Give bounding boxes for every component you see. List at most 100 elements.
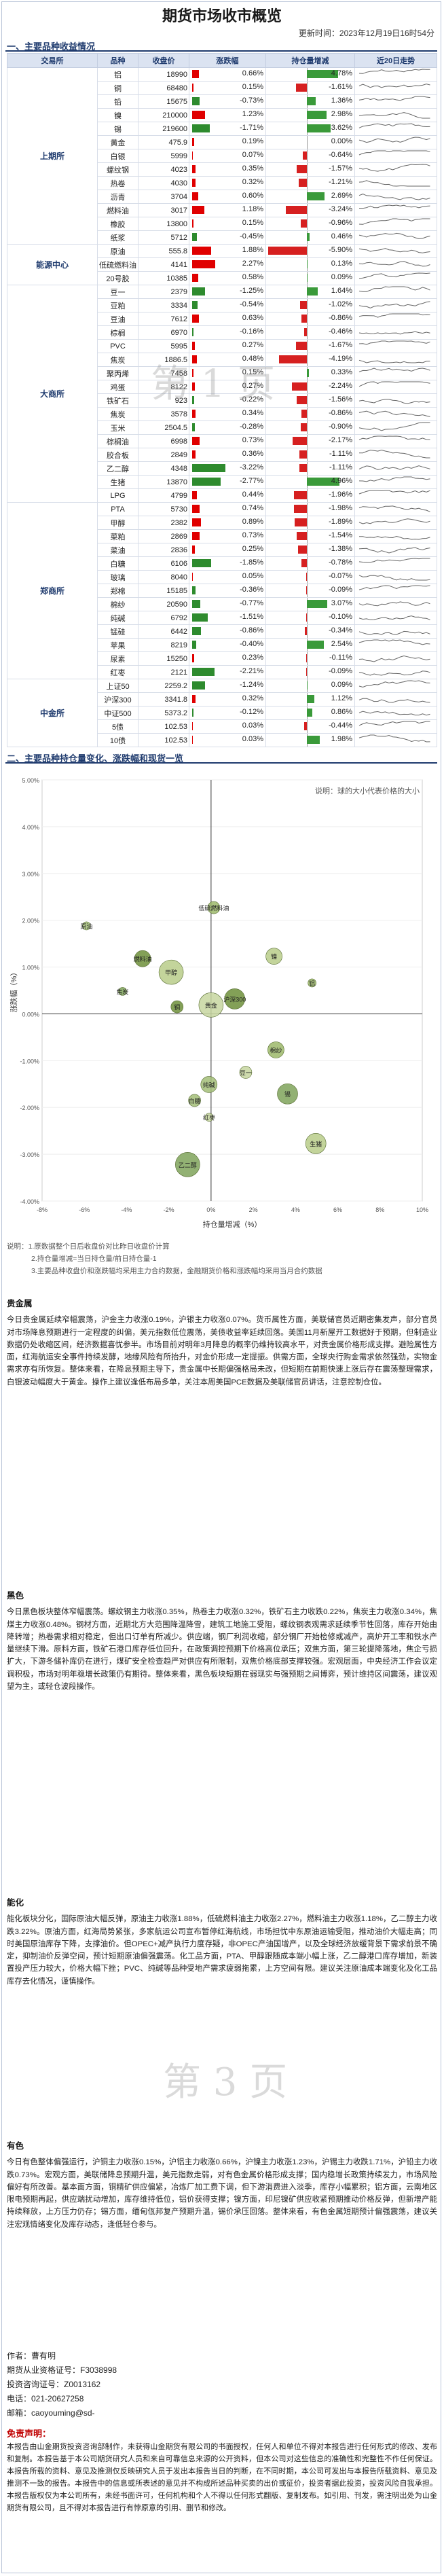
close-price: 13870	[138, 475, 189, 489]
nonferrous-body: 今日有色整体偏强运行，沪铜主力收涨0.15%，沪铝主力收涨0.66%，沪镍主力收…	[7, 2158, 437, 2229]
table-row: 橡胶 13800 0.15% -0.96%	[7, 217, 437, 231]
change-bar	[192, 410, 196, 418]
sparkline-path	[358, 69, 430, 74]
exchange-cell: 大商所	[7, 285, 98, 503]
sparkline	[358, 261, 430, 267]
oi-bar	[307, 287, 318, 296]
disclaimer-title: 免责声明：	[7, 2429, 52, 2439]
oi-cell: -1.61%	[265, 81, 355, 95]
sparkline	[358, 180, 430, 187]
change-label: -3.22%	[240, 463, 263, 471]
table-row: 中金所 上证50 2259.2 -1.24% 0.09%	[7, 679, 437, 747]
sparkline-path	[359, 449, 430, 459]
change-bar	[192, 84, 194, 92]
change-bar	[192, 124, 210, 132]
product-name: 上证50	[97, 679, 138, 693]
data-point	[118, 987, 127, 996]
oi-label: -0.34%	[329, 626, 352, 634]
oi-cell: 0.00%	[265, 135, 355, 149]
sparkline	[358, 313, 430, 318]
change-bar	[192, 233, 197, 241]
change-cell: -1.51%	[189, 611, 266, 625]
contact-mail[interactable]: 邮箱：caoyouming@sd-	[7, 2408, 95, 2418]
sparkline	[358, 639, 430, 645]
precious-title: 贵金属	[7, 1299, 33, 1308]
product-name: 豆油	[97, 312, 138, 326]
oi-label: -1.02%	[329, 300, 352, 308]
sparkline-path	[358, 547, 430, 554]
oi-bar	[299, 450, 307, 459]
sparkline	[358, 96, 430, 101]
sparkline-cell	[354, 570, 437, 584]
change-bar	[192, 668, 215, 676]
oi-bar	[297, 545, 307, 554]
oi-axis	[307, 394, 308, 407]
close-price: 3578	[138, 407, 189, 421]
close-price: 2259.2	[138, 679, 189, 693]
sparkline-cell	[354, 624, 437, 639]
oi-label: -4.19%	[329, 355, 352, 363]
sparkline-cell	[354, 597, 437, 611]
table-row: 苹果 8219 -0.40% 2.54%	[7, 638, 437, 652]
x-axis-label: 持仓量增减（%）	[203, 1219, 262, 1229]
update-time: 更新时间：2023年12月19日16时54分	[298, 29, 434, 38]
oi-axis	[307, 448, 308, 461]
change-bar	[192, 709, 193, 717]
change-label: -0.12%	[240, 708, 263, 716]
change-label: 0.89%	[242, 518, 263, 526]
oi-label: 0.09%	[331, 681, 352, 689]
product-name: 锰硅	[97, 624, 138, 639]
oi-cell: 4.96%	[265, 475, 355, 489]
close-price: 3334	[138, 298, 189, 312]
sparkline-cell	[354, 285, 437, 299]
oi-label: 0.09%	[331, 273, 352, 281]
oi-cell: -2.24%	[265, 380, 355, 394]
sparkline-cell	[354, 217, 437, 231]
x-tick-label: -4%	[121, 1206, 132, 1213]
watermark-page3: 第 3 页	[163, 2060, 288, 2105]
oi-axis	[307, 516, 308, 529]
point-label: 原油	[80, 923, 92, 930]
sparkline-path	[358, 248, 430, 253]
sparkline	[358, 680, 430, 688]
data-point	[277, 1083, 298, 1105]
legend-note: 说明：球的大小代表价格的大小	[315, 786, 420, 795]
oi-bar	[302, 151, 307, 160]
change-bar	[192, 396, 195, 404]
sparkline-path	[358, 601, 430, 607]
table-row: 鸡蛋 8122 0.27% -2.24%	[7, 380, 437, 394]
oi-cell: 3.62%	[265, 122, 355, 136]
oi-label: 2.69%	[331, 192, 352, 200]
product-name: 黄金	[97, 135, 138, 149]
sparkline-path	[358, 410, 430, 417]
sparkline-cell	[354, 339, 437, 353]
change-cell: -0.16%	[189, 325, 266, 340]
change-label: -1.85%	[240, 558, 263, 567]
sparkline	[358, 248, 430, 253]
oi-bar	[307, 641, 324, 649]
chart-notes: 说明：1.原数据整个日后收盘价对比昨日收盘价计算 2.持仓量增减=当日持仓量/前…	[7, 1240, 437, 1277]
change-label: -1.51%	[240, 613, 263, 621]
change-label: 0.15%	[242, 219, 263, 227]
point-label: 锡	[284, 1091, 291, 1098]
sparkline-cell	[354, 81, 437, 95]
oi-label: 1.12%	[331, 694, 352, 702]
change-cell: -2.21%	[189, 665, 266, 679]
oi-cell: -5.90%	[265, 244, 355, 258]
x-tick-label: 6%	[333, 1206, 342, 1213]
oi-label: -2.17%	[329, 436, 352, 444]
contact-qual: 期货从业资格证号：F3038998	[7, 2365, 117, 2375]
table-row: 白糖 6106 -1.85% -0.78%	[7, 556, 437, 571]
product-name: 镍	[97, 108, 138, 122]
oi-bar	[301, 410, 307, 418]
oi-label: 4.78%	[331, 69, 352, 77]
sparkline-cell	[354, 488, 437, 503]
product-name: 中证500	[97, 706, 138, 720]
product-name: 沪深300	[97, 692, 138, 706]
sparkline-path	[358, 399, 430, 404]
product-name: 沥青	[97, 190, 138, 204]
oi-cell: 0.46%	[265, 230, 355, 245]
sparkline	[358, 734, 430, 743]
sparkline-cell	[354, 448, 437, 462]
table-row: 玉米 2504.5 -0.28% -0.90%	[7, 421, 437, 435]
